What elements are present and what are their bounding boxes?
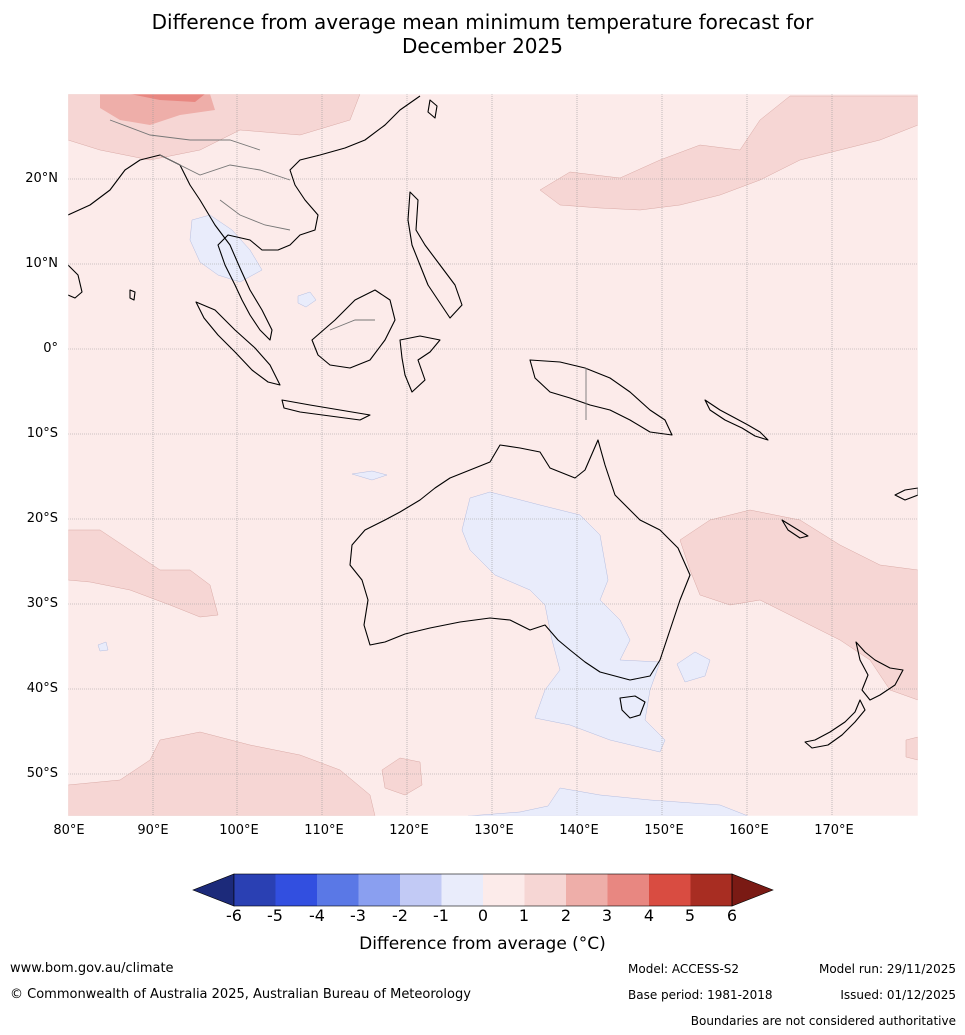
coastline-solomon-islands [704, 399, 769, 441]
longitude-label-130e: 130°E [474, 823, 514, 838]
colorbar-label: Difference from average (°C) [359, 934, 606, 954]
cool-anomaly-region-small-1 [297, 291, 317, 308]
model-run-date: Model run: 29/11/2025 [818, 962, 956, 976]
coastline-sulawesi [399, 335, 441, 393]
colorbar-tick-1: 1 [518, 906, 530, 925]
colorbar-tick-minus-1: -1 [433, 906, 449, 925]
longitude-label-80e: 80°E [53, 823, 85, 838]
border-indochina [219, 199, 291, 231]
colorbar-tick-5: 5 [684, 906, 696, 925]
border-mainland-southeast-asia [159, 154, 291, 181]
coastlines [68, 95, 918, 749]
latitude-label-30s: 30°S [26, 596, 58, 611]
longitude-label-90e: 90°E [137, 823, 169, 838]
coastline-sri-lanka [129, 289, 136, 301]
map-title: Difference from average mean minimum tem… [0, 10, 965, 58]
latitude-label-40s: 40°S [26, 681, 58, 696]
coastline-new-zealand-south [804, 699, 866, 749]
latitude-label-20s: 20°S [26, 511, 58, 526]
border-china [109, 119, 261, 151]
colorbar-tick-minus-5: -5 [267, 906, 283, 925]
colorbar-tick-4: 4 [643, 906, 655, 925]
warm-anomaly-region-southern-blob [381, 757, 423, 796]
longitude-label-170e: 170°E [814, 823, 854, 838]
anomaly-background [68, 94, 918, 816]
boundaries-disclaimer: Boundaries are not considered authoritat… [690, 1014, 956, 1028]
latitude-label-20n: 20°N [25, 171, 58, 186]
coastline-borneo [311, 289, 396, 369]
map-frame [67, 93, 919, 817]
warm-anomaly-region-southern-ocean [68, 731, 376, 816]
border-borneo [329, 319, 375, 331]
coastline-tasmania [619, 695, 646, 719]
coastline-java [281, 399, 371, 421]
colorbar-tick-2: 2 [560, 906, 572, 925]
longitude-label-150e: 150°E [644, 823, 684, 838]
longitude-label-110e: 110°E [304, 823, 344, 838]
colorbar-tick-6: 6 [726, 906, 738, 925]
map-title-line-1: Difference from average mean minimum tem… [151, 10, 814, 34]
latitude-label-10s: 10°S [26, 426, 58, 441]
cool-anomaly-region-thailand [189, 214, 263, 283]
latitude-label-10n: 10°N [25, 256, 58, 271]
hotter-anomaly-region-north [130, 94, 205, 102]
cool-anomaly-region-south [467, 787, 749, 816]
latitude-label-0: 0° [43, 341, 58, 356]
country-borders [109, 119, 587, 420]
colorbar-tick-minus-2: -2 [392, 906, 408, 925]
coastline-philippines [407, 191, 463, 319]
cool-anomaly-region-small-2 [351, 470, 388, 481]
latitude-label-50s: 50°S [26, 766, 58, 781]
colorbar-tick-minus-3: -3 [350, 906, 366, 925]
warm-anomaly-region-north-pacific [539, 95, 918, 211]
coastline-sumatra [195, 301, 281, 386]
cool-anomaly-region-small-3 [97, 641, 109, 652]
warm-anomaly-region-tasman-sea [679, 509, 918, 701]
graticule [68, 94, 918, 816]
model-name: Model: ACCESS-S2 [628, 962, 740, 976]
coastline-new-caledonia [781, 519, 809, 539]
coastline-mainland-asia [68, 95, 421, 341]
coastline-new-zealand-north [855, 641, 904, 701]
coastline-new-guinea [529, 359, 673, 436]
map-title-line-2: December 2025 [402, 34, 563, 58]
colorbar-tick-minus-4: -4 [309, 906, 325, 925]
longitude-label-120e: 120°E [389, 823, 429, 838]
cool-anomaly-region-australia [461, 491, 666, 753]
warm-anomaly-region-east-edge [905, 736, 918, 761]
issued-date: Issued: 01/12/2025 [840, 988, 956, 1002]
base-period: Base period: 1981-2018 [628, 988, 773, 1002]
longitude-label-140e: 140°E [559, 823, 599, 838]
coastline-india-tip [68, 264, 83, 299]
website-link[interactable]: www.bom.gov.au/climate [10, 961, 174, 976]
coastline-fiji [894, 487, 918, 501]
warm-anomaly-region-west-indian-ocean [68, 529, 219, 618]
longitude-label-100e: 100°E [219, 823, 259, 838]
copyright-text: © Commonwealth of Australia 2025, Austra… [10, 987, 471, 1002]
colorbar-tick-3: 3 [601, 906, 613, 925]
cool-anomaly-region-tasman [676, 651, 711, 683]
colorbar-tick-0: 0 [477, 906, 489, 925]
hot-anomaly-region-north [100, 94, 215, 125]
coastline-taiwan [427, 99, 438, 119]
coastline-australia [349, 439, 691, 681]
longitude-label-160e: 160°E [729, 823, 769, 838]
colorbar-tick-minus-6: -6 [226, 906, 242, 925]
